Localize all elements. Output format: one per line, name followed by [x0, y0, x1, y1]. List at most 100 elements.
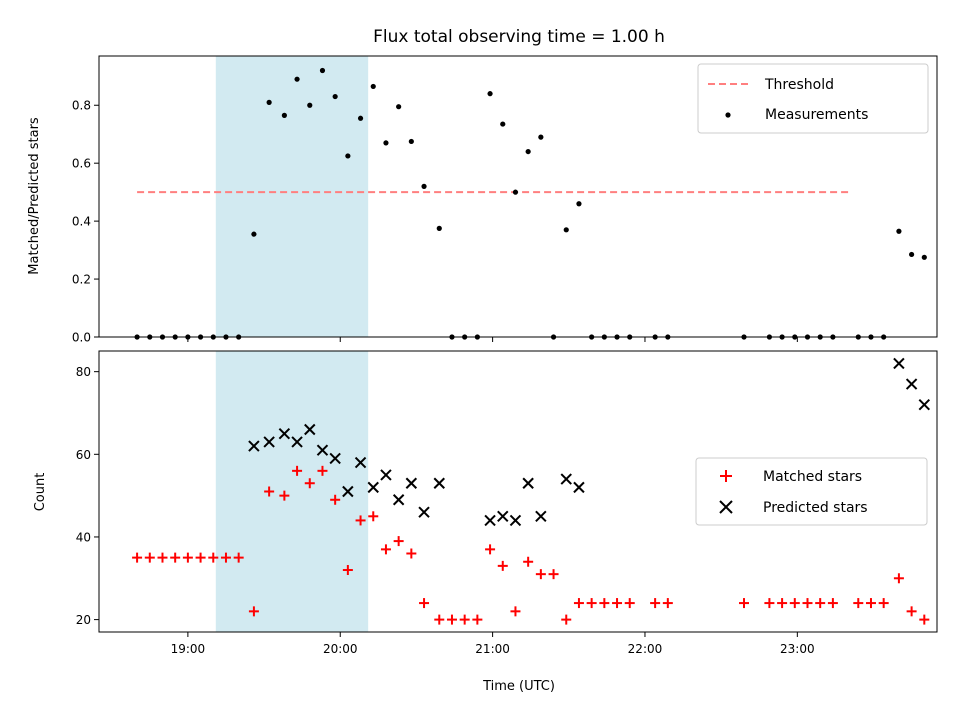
- predicted-point: [509, 514, 522, 527]
- predicted-point: [918, 399, 931, 411]
- legend-measurement-swatch: [725, 112, 731, 118]
- shaded-interval: [215, 351, 369, 632]
- measurement-point: [462, 334, 468, 340]
- measurement-point: [652, 334, 658, 340]
- measurement-point: [223, 334, 229, 340]
- measurement-point: [134, 334, 140, 340]
- matched-point: [561, 614, 572, 625]
- matched-point: [170, 552, 181, 563]
- matched-point: [446, 614, 457, 625]
- predicted-point: [560, 473, 572, 485]
- y-tick-label: 0.6: [72, 157, 91, 171]
- predicted-point: [893, 357, 905, 370]
- predicted-b: [278, 427, 291, 440]
- matched-point: [342, 565, 353, 576]
- measurement-point: [487, 91, 493, 97]
- predicted-point: [522, 477, 534, 489]
- matched-point: [919, 614, 930, 625]
- measurement-point: [589, 334, 595, 340]
- ratio-panel: 0.0 0.2 0.4 0.6 0.8 Threshold Measurements: [72, 55, 938, 345]
- plot-frame: [98, 350, 938, 633]
- predicted-b: [893, 357, 905, 370]
- matched-point: [304, 478, 315, 489]
- measurement-point: [525, 148, 531, 155]
- predicted-b: [905, 378, 918, 390]
- x-tick-label: 20:00: [323, 642, 358, 656]
- x-tick-label: 22:00: [628, 642, 663, 656]
- measurement-point: [512, 189, 519, 195]
- measurement-point: [357, 115, 364, 121]
- matched-point: [777, 598, 788, 609]
- matched-point: [612, 598, 623, 609]
- chart-title: Flux total observing time = 1.00 h: [373, 27, 665, 47]
- measurement-point: [449, 334, 455, 340]
- predicted-b: [263, 436, 275, 448]
- y-tick-label: 0.2: [72, 273, 91, 287]
- measurement-point: [817, 334, 823, 340]
- predicted-b: [535, 510, 547, 523]
- predicted-point: [367, 481, 379, 494]
- matched-point: [548, 569, 559, 580]
- y-tick-label: 0.0: [72, 331, 91, 345]
- predicted-point: [418, 506, 430, 518]
- matched-point: [586, 598, 597, 609]
- predicted-point: [484, 514, 496, 527]
- measurement-point: [474, 334, 480, 340]
- measurement-point: [792, 334, 798, 340]
- x-tick-label: 19:00: [171, 642, 206, 656]
- predicted-b: [509, 514, 522, 527]
- matched-point: [368, 511, 379, 522]
- measurement-point: [896, 228, 902, 234]
- measurement-point: [538, 134, 544, 140]
- matched-point: [815, 598, 826, 609]
- measurement-point: [921, 254, 927, 260]
- legend-measurement-label: Measurements: [765, 107, 868, 123]
- count-panel: 20 40 60 80 19:00 20:00 21:00 22:00 23:00 Matched…: [76, 350, 938, 656]
- predicted-b: [392, 494, 405, 506]
- predicted-b: [484, 514, 496, 527]
- measurement-point: [408, 138, 414, 145]
- measurement-point: [197, 334, 204, 340]
- matched-point: [264, 486, 275, 497]
- predicted-point: [433, 477, 445, 489]
- matched-point: [865, 598, 876, 609]
- predicted-b: [405, 477, 418, 489]
- predicted-b: [497, 510, 509, 523]
- predicted-point: [278, 427, 291, 440]
- measurement-point: [881, 334, 887, 340]
- predicted-b: [522, 477, 534, 489]
- count-y-axis-label: Count: [33, 473, 48, 512]
- matched-point: [802, 598, 813, 609]
- measurement-point: [804, 334, 811, 340]
- y-tick-label: 20: [76, 613, 91, 627]
- predicted-b: [380, 469, 392, 481]
- matched-point: [472, 614, 483, 625]
- predicted-point: [405, 477, 418, 489]
- predicted-point: [329, 452, 341, 465]
- legend-matched-label: Matched stars: [763, 469, 862, 485]
- predicted-b: [354, 456, 367, 469]
- measurement-point: [868, 334, 874, 340]
- matched-point: [893, 573, 904, 584]
- measurement-point: [665, 334, 671, 340]
- y-tick-label: 0.8: [72, 99, 91, 113]
- predicted-b: [560, 473, 572, 485]
- measurement-point: [147, 334, 153, 340]
- predicted-b: [918, 399, 931, 411]
- predicted-b: [418, 506, 430, 518]
- legend-predicted-label: Predicted stars: [763, 500, 868, 516]
- matched-point: [317, 465, 328, 476]
- matched-point: [157, 552, 168, 563]
- measurement-point: [307, 102, 313, 108]
- legend-box: [695, 457, 928, 526]
- matched-point: [220, 552, 231, 563]
- measurement-point: [614, 334, 620, 340]
- predicted-b: [329, 452, 341, 465]
- matched-point: [739, 598, 750, 609]
- measurement-point: [172, 334, 178, 340]
- x-axis-label: Time (UTC): [482, 679, 555, 694]
- matched-point: [827, 598, 838, 609]
- matched-point: [853, 598, 864, 609]
- legend-threshold-label: Threshold: [764, 77, 834, 93]
- measurement-point: [563, 227, 569, 233]
